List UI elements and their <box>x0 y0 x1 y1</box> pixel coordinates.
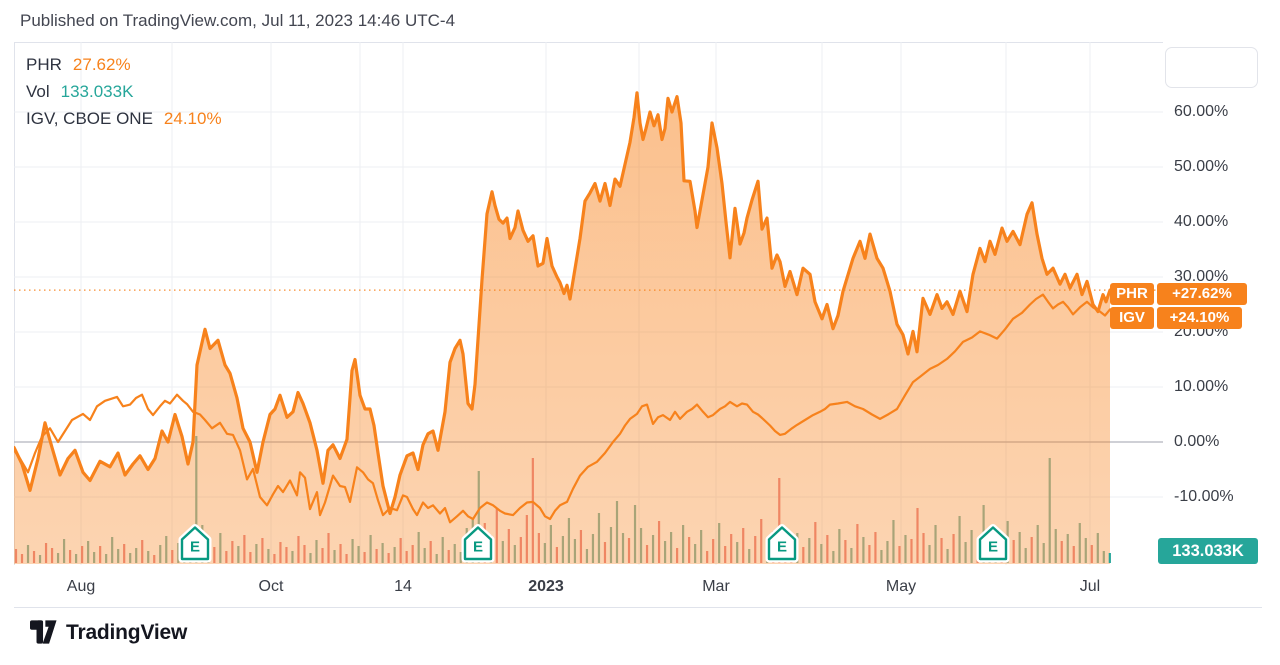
earnings-marker-label: E <box>777 539 787 556</box>
legend-vol-label: Vol <box>26 82 50 101</box>
legend-symbol-igv: IGV, CBOE ONE <box>26 109 153 128</box>
time-scale[interactable]: Aug Oct 14 2023 Mar May Jul <box>0 565 1280 607</box>
earnings-marker[interactable]: E <box>976 524 1010 563</box>
phr-price-tag: PHR <box>1110 283 1154 305</box>
time-scale-label: 2023 <box>528 578 564 595</box>
time-scale-label: 14 <box>394 578 412 595</box>
price-scale-label: 50.00% <box>1174 158 1229 175</box>
time-scale-label: Jul <box>1079 578 1101 595</box>
price-scale-label: 30.00% <box>1174 268 1229 285</box>
legend-phr-change: 27.62% <box>72 55 131 74</box>
igv-price-label: +24.10% <box>1157 307 1242 329</box>
legend-vol-value: 133.033K <box>60 82 134 101</box>
price-scale-label: 0.00% <box>1174 433 1220 450</box>
top-right-logo-box <box>1165 47 1258 88</box>
time-scale-label: Mar <box>702 578 730 595</box>
earnings-marker[interactable]: E <box>461 524 495 563</box>
earnings-marker-label: E <box>190 539 200 556</box>
plot-left-border <box>14 42 15 565</box>
phr-price-label: +27.62% <box>1157 283 1247 305</box>
volume-bars <box>14 436 1111 563</box>
volume-price-label: 133.033K <box>1158 538 1258 564</box>
igv-series-line <box>14 293 1112 524</box>
published-header: Published on TradingView.com, Jul 11, 20… <box>20 11 456 30</box>
price-scale-label: 60.00% <box>1174 103 1229 120</box>
time-scale-label: Aug <box>66 578 96 595</box>
earnings-marker[interactable]: E <box>765 524 799 563</box>
legend-igv-change: 24.10% <box>163 109 222 128</box>
igv-price-tag: IGV <box>1110 307 1154 329</box>
phr-area-fill <box>14 92 1110 565</box>
earnings-marker-label: E <box>988 539 998 556</box>
time-scale-label: May <box>885 578 917 595</box>
tradingview-brand-link[interactable]: TradingView <box>30 620 187 645</box>
legend-row-volume[interactable]: Vol 133.033K <box>26 78 222 105</box>
legend-row-igv[interactable]: IGV, CBOE ONE 24.10% <box>26 105 222 132</box>
frame-bottom-border <box>14 607 1262 608</box>
legend-symbol-phr: PHR <box>26 55 62 74</box>
phr-series-line <box>14 91 1112 516</box>
time-scale-label: Oct <box>258 578 284 595</box>
tradingview-logo-icon <box>30 620 57 644</box>
price-scale-label: -10.00% <box>1174 488 1234 505</box>
plot-top-border <box>14 42 1262 43</box>
price-scale-label: 40.00% <box>1174 213 1229 230</box>
tradingview-brand-text: TradingView <box>66 620 188 644</box>
chart-legend[interactable]: PHR 27.62% Vol 133.033K IGV, CBOE ONE 24.10… <box>26 51 222 132</box>
earnings-marker-label: E <box>473 539 483 556</box>
earnings-marker[interactable]: E <box>178 524 212 563</box>
price-scale-label: 10.00% <box>1174 378 1229 395</box>
legend-row-phr[interactable]: PHR 27.62% <box>26 51 222 78</box>
